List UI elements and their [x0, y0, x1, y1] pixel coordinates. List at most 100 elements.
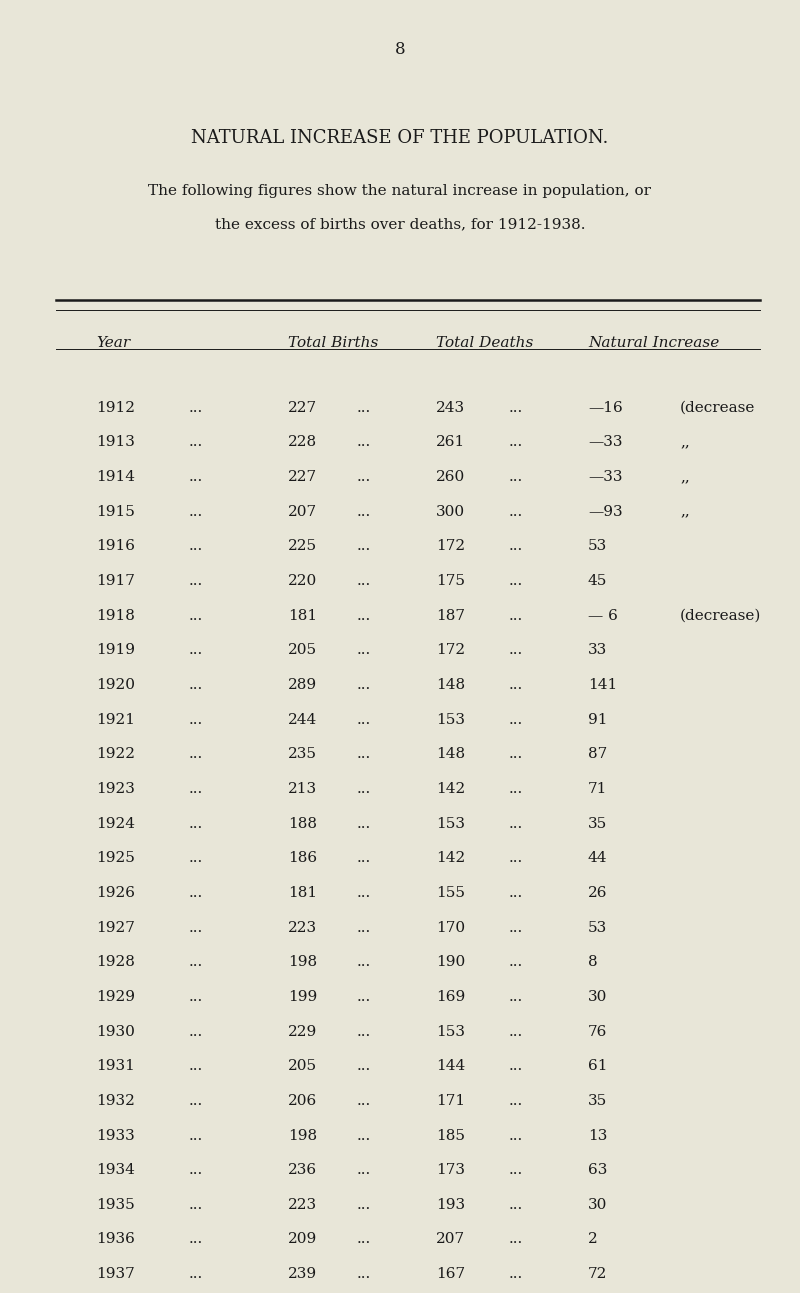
Text: ...: ... — [509, 747, 523, 762]
Text: ...: ... — [509, 1129, 523, 1143]
Text: 1936: 1936 — [96, 1232, 135, 1246]
Text: 71: 71 — [588, 782, 607, 796]
Text: ...: ... — [189, 574, 203, 588]
Text: 223: 223 — [288, 1197, 317, 1212]
Text: 199: 199 — [288, 990, 318, 1003]
Text: 1933: 1933 — [96, 1129, 134, 1143]
Text: 186: 186 — [288, 851, 317, 865]
Text: ...: ... — [509, 1024, 523, 1038]
Text: 181: 181 — [288, 886, 317, 900]
Text: —16: —16 — [588, 401, 622, 415]
Text: ...: ... — [189, 1267, 203, 1281]
Text: ...: ... — [189, 956, 203, 970]
Text: 209: 209 — [288, 1232, 318, 1246]
Text: ...: ... — [189, 436, 203, 450]
Text: 188: 188 — [288, 817, 317, 830]
Text: Year: Year — [96, 336, 130, 350]
Text: ...: ... — [509, 504, 523, 518]
Text: ...: ... — [509, 1197, 523, 1212]
Text: 220: 220 — [288, 574, 318, 588]
Text: ...: ... — [357, 678, 371, 692]
Text: ...: ... — [509, 1094, 523, 1108]
Text: 223: 223 — [288, 921, 317, 935]
Text: ...: ... — [509, 436, 523, 450]
Text: 26: 26 — [588, 886, 607, 900]
Text: ...: ... — [189, 1129, 203, 1143]
Text: Total Births: Total Births — [288, 336, 378, 350]
Text: 169: 169 — [436, 990, 466, 1003]
Text: ...: ... — [189, 1059, 203, 1073]
Text: ...: ... — [189, 782, 203, 796]
Text: ...: ... — [357, 1129, 371, 1143]
Text: ...: ... — [357, 747, 371, 762]
Text: 1916: 1916 — [96, 539, 135, 553]
Text: ...: ... — [357, 956, 371, 970]
Text: 1923: 1923 — [96, 782, 135, 796]
Text: ...: ... — [189, 1232, 203, 1246]
Text: 91: 91 — [588, 712, 607, 727]
Text: 235: 235 — [288, 747, 317, 762]
Text: ...: ... — [357, 1267, 371, 1281]
Text: 72: 72 — [588, 1267, 607, 1281]
Text: 205: 205 — [288, 644, 317, 657]
Text: Total Deaths: Total Deaths — [436, 336, 534, 350]
Text: 33: 33 — [588, 644, 607, 657]
Text: 45: 45 — [588, 574, 607, 588]
Text: 198: 198 — [288, 956, 317, 970]
Text: ...: ... — [189, 401, 203, 415]
Text: ...: ... — [509, 1164, 523, 1177]
Text: 175: 175 — [436, 574, 465, 588]
Text: 171: 171 — [436, 1094, 465, 1108]
Text: ...: ... — [509, 1059, 523, 1073]
Text: ...: ... — [509, 712, 523, 727]
Text: ...: ... — [357, 1197, 371, 1212]
Text: ...: ... — [509, 539, 523, 553]
Text: ...: ... — [357, 886, 371, 900]
Text: 61: 61 — [588, 1059, 607, 1073]
Text: ...: ... — [357, 471, 371, 484]
Text: 181: 181 — [288, 609, 317, 623]
Text: 30: 30 — [588, 990, 607, 1003]
Text: ...: ... — [357, 1094, 371, 1108]
Text: 35: 35 — [588, 1094, 607, 1108]
Text: 228: 228 — [288, 436, 317, 450]
Text: ...: ... — [189, 678, 203, 692]
Text: 173: 173 — [436, 1164, 465, 1177]
Text: ...: ... — [189, 990, 203, 1003]
Text: 207: 207 — [288, 504, 317, 518]
Text: 44: 44 — [588, 851, 607, 865]
Text: ...: ... — [357, 504, 371, 518]
Text: 76: 76 — [588, 1024, 607, 1038]
Text: ...: ... — [357, 401, 371, 415]
Text: 63: 63 — [588, 1164, 607, 1177]
Text: 172: 172 — [436, 644, 465, 657]
Text: ...: ... — [509, 1232, 523, 1246]
Text: 153: 153 — [436, 817, 465, 830]
Text: 1922: 1922 — [96, 747, 135, 762]
Text: 155: 155 — [436, 886, 465, 900]
Text: 1930: 1930 — [96, 1024, 135, 1038]
Text: ...: ... — [357, 574, 371, 588]
Text: 236: 236 — [288, 1164, 317, 1177]
Text: ...: ... — [357, 921, 371, 935]
Text: ...: ... — [189, 1094, 203, 1108]
Text: ...: ... — [509, 886, 523, 900]
Text: ...: ... — [189, 886, 203, 900]
Text: ...: ... — [509, 1267, 523, 1281]
Text: 300: 300 — [436, 504, 465, 518]
Text: ...: ... — [509, 851, 523, 865]
Text: ...: ... — [357, 990, 371, 1003]
Text: 1935: 1935 — [96, 1197, 134, 1212]
Text: 8: 8 — [588, 956, 598, 970]
Text: 1934: 1934 — [96, 1164, 135, 1177]
Text: 13: 13 — [588, 1129, 607, 1143]
Text: NATURAL INCREASE OF THE POPULATION.: NATURAL INCREASE OF THE POPULATION. — [191, 129, 609, 147]
Text: Natural Increase: Natural Increase — [588, 336, 719, 350]
Text: 206: 206 — [288, 1094, 318, 1108]
Text: (decrease): (decrease) — [680, 609, 762, 623]
Text: 227: 227 — [288, 401, 317, 415]
Text: 1926: 1926 — [96, 886, 135, 900]
Text: 244: 244 — [288, 712, 318, 727]
Text: 144: 144 — [436, 1059, 466, 1073]
Text: ...: ... — [357, 644, 371, 657]
